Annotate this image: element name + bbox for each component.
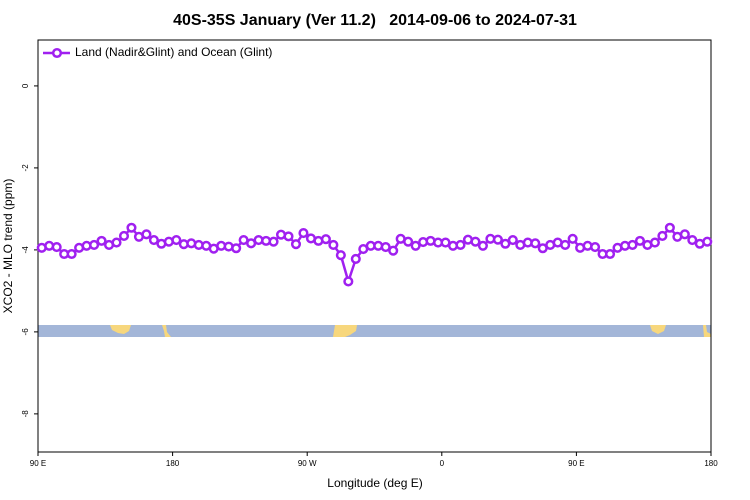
- data-point: [470, 236, 481, 247]
- x-tick-label: 90 E: [568, 459, 584, 468]
- data-point: [410, 240, 421, 251]
- data-point: [492, 234, 503, 245]
- data-point: [126, 222, 137, 233]
- data-point: [403, 236, 414, 247]
- data-point: [500, 238, 511, 249]
- land-patch: [703, 325, 711, 337]
- data-point: [702, 236, 713, 247]
- data-point: [350, 253, 361, 264]
- data-point: [231, 243, 242, 254]
- data-point: [290, 239, 302, 250]
- data-point: [171, 235, 182, 246]
- data-point: [141, 229, 152, 240]
- y-tick-label: -8: [21, 410, 30, 418]
- data-point: [298, 228, 309, 239]
- chart-title: 40S-35S January (Ver 11.2) 2014-09-06 to…: [173, 12, 577, 29]
- data-point: [51, 241, 62, 253]
- x-axis-label: Longitude (deg E): [327, 476, 422, 490]
- data-point: [507, 235, 518, 246]
- data-point: [388, 245, 399, 256]
- data-point: [455, 239, 466, 251]
- land-ocean-strip: [38, 325, 711, 337]
- land-patch: [110, 325, 131, 334]
- data-point: [657, 230, 668, 242]
- data-point: [320, 234, 331, 245]
- data-point: [89, 239, 100, 251]
- land-patch: [333, 325, 357, 337]
- data-point: [634, 235, 646, 246]
- y-tick-label: -4: [21, 246, 30, 254]
- data-point: [605, 248, 616, 260]
- x-tick-label: 180: [166, 459, 180, 468]
- y-tick-label: -2: [21, 164, 30, 172]
- data-point: [530, 238, 541, 249]
- data-point: [118, 230, 130, 242]
- y-tick-label: 0: [21, 83, 30, 88]
- data-point: [268, 236, 279, 247]
- ocean-band: [38, 325, 711, 337]
- data-point: [335, 250, 346, 261]
- data-point: [679, 229, 690, 240]
- x-tick-label: 90 E: [30, 459, 46, 468]
- x-tick-label: 0: [440, 459, 445, 468]
- x-tick-label: 90 W: [298, 459, 317, 468]
- legend-label: Land (Nadir&Glint) and Ocean (Glint): [75, 45, 272, 59]
- y-tick-label: -6: [21, 328, 30, 336]
- data-point: [664, 222, 675, 233]
- data-point: [66, 248, 77, 260]
- legend-marker: [51, 47, 63, 59]
- x-tick-label: 180: [704, 459, 718, 468]
- data-point: [477, 240, 488, 251]
- data-point: [567, 233, 578, 244]
- data-point: [649, 237, 660, 248]
- y-axis-label: XCO2 - MLO trend (ppm): [1, 179, 15, 314]
- data-point: [590, 241, 601, 253]
- data-point: [328, 239, 339, 251]
- data-point: [148, 235, 159, 246]
- land-patch: [650, 325, 666, 334]
- data-point: [380, 241, 391, 253]
- data-point: [96, 235, 107, 246]
- data-point: [687, 235, 698, 246]
- data-point: [343, 276, 354, 287]
- data-point: [283, 231, 294, 242]
- data-point: [560, 239, 571, 251]
- land-patch: [162, 325, 171, 337]
- data-point: [627, 239, 638, 251]
- data-point: [111, 237, 122, 248]
